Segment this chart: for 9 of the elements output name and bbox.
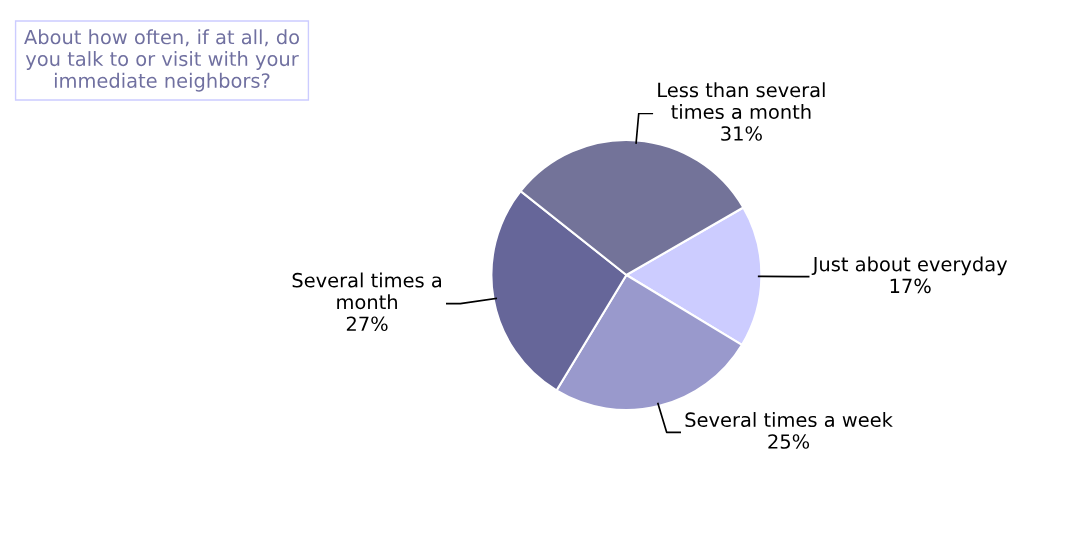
data-label: 17% [890, 278, 931, 294]
slice-label: Just about everyday [811, 256, 1008, 276]
data-label: 31% [721, 126, 762, 141]
slice-label: Several times a week [685, 412, 893, 428]
chart-title: About how often, if at all, do you talk to or visit with your immediate neighbors? [24, 29, 299, 92]
slice-label: Less than several times a month [658, 82, 825, 120]
slice-label: Several times a month [292, 272, 441, 310]
data-label: 25% [768, 434, 810, 449]
data-label: 27% [346, 316, 388, 332]
